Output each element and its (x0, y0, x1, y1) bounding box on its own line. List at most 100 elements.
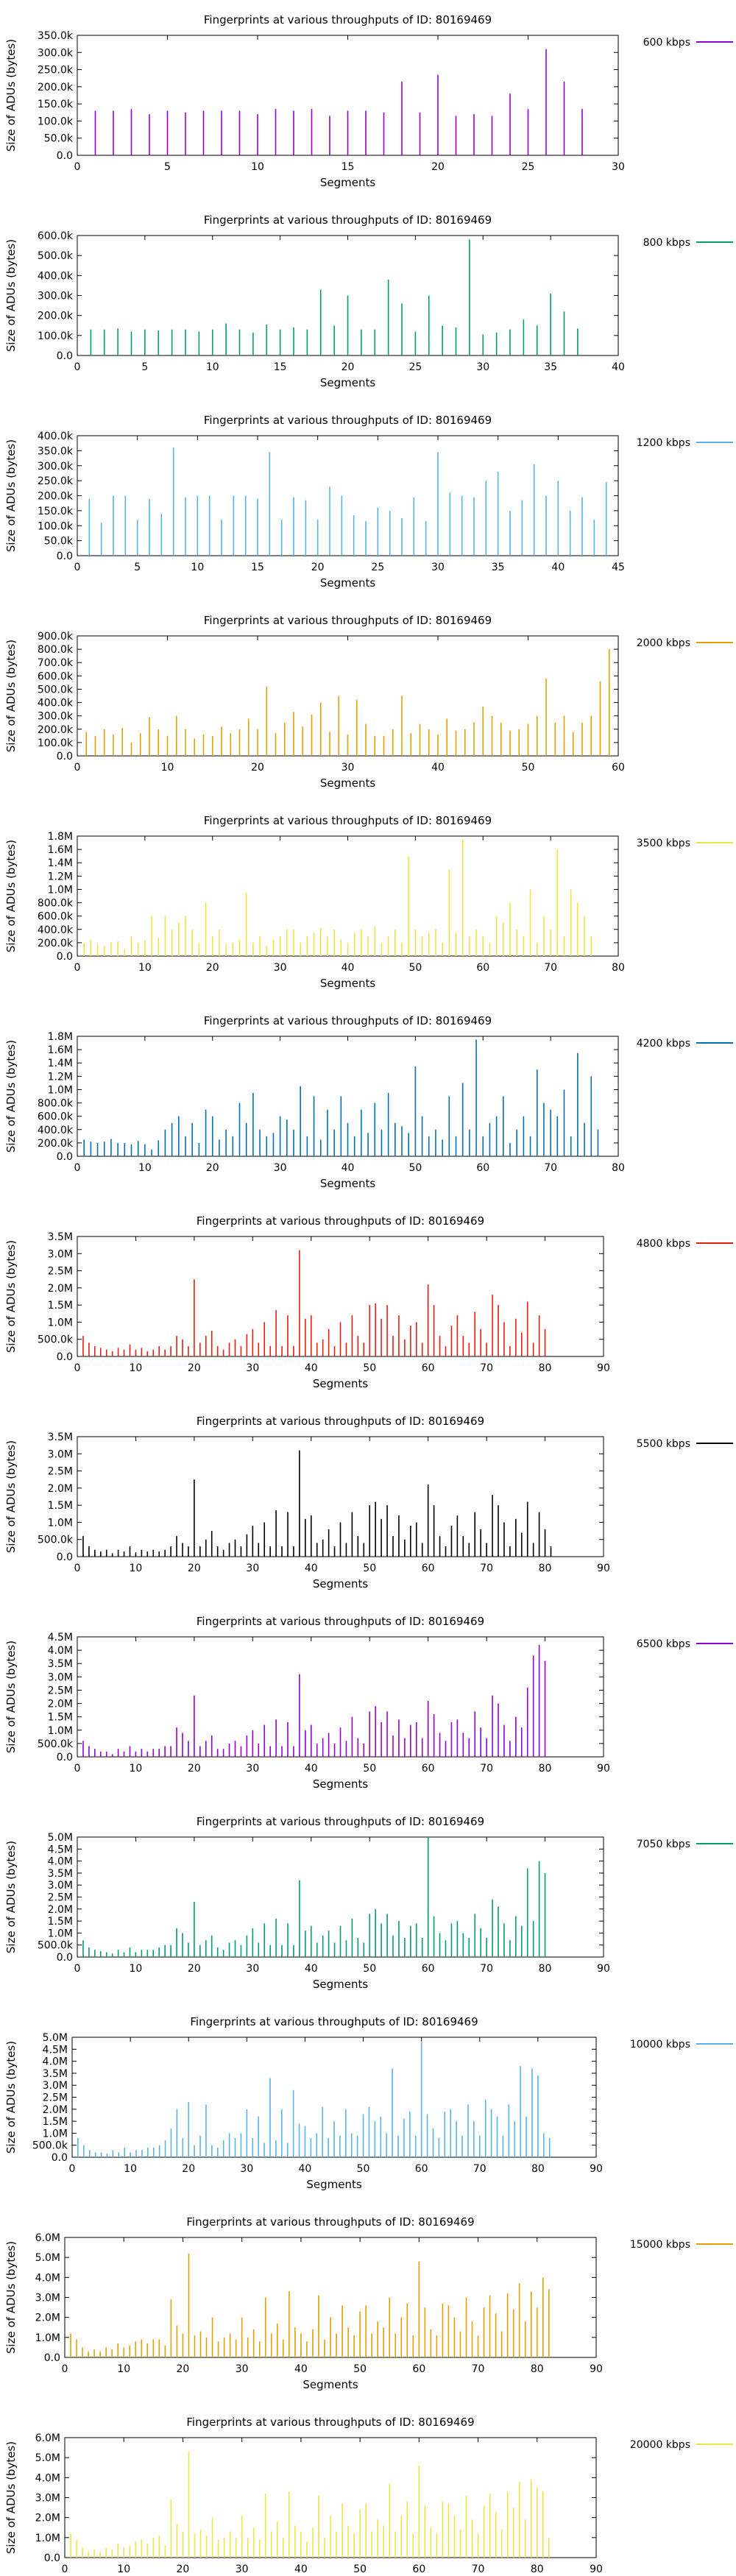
y-tick-label: 0.0 (57, 150, 73, 162)
x-tick-label: 0 (69, 2163, 76, 2175)
x-tick-label: 15 (251, 562, 264, 573)
y-tick-label: 900.0k (38, 631, 74, 643)
y-axis-label: Size of ADUs (bytes) (4, 2041, 18, 2154)
x-tick-label: 20 (206, 1162, 219, 1174)
y-tick-label: 4.0M (43, 2056, 68, 2068)
y-tick-label: 100.0k (38, 330, 74, 342)
y-tick-label: 3.0M (48, 1880, 73, 1892)
x-axis-label: Segments (320, 776, 376, 790)
y-tick-label: 200.0k (38, 1138, 74, 1150)
x-tick-label: 25 (522, 161, 535, 173)
y-tick-label: 4.5M (48, 1632, 73, 1643)
y-tick-label: 1.0M (48, 1517, 73, 1529)
y-tick-label: 1.4M (48, 1058, 73, 1069)
y-tick-label: 500.0k (38, 1738, 74, 1750)
y-tick-label: 250.0k (38, 475, 74, 487)
x-tick-label: 10 (130, 1563, 143, 1574)
x-tick-label: 80 (539, 1362, 552, 1374)
y-tick-label: 2.0M (35, 2513, 60, 2524)
y-axis-label: Size of ADUs (bytes) (4, 239, 18, 352)
x-axis-label: Segments (320, 576, 376, 590)
y-tick-label: 800.0k (38, 644, 74, 656)
y-tick-label: 1.5M (48, 1500, 73, 1512)
x-tick-label: 40 (299, 2163, 312, 2175)
legend-label: 4200 kbps (637, 1038, 690, 1050)
x-tick-label: 40 (294, 2363, 308, 2375)
x-tick-label: 15 (342, 161, 355, 173)
y-tick-label: 1.0M (48, 1084, 73, 1096)
x-tick-label: 15 (274, 361, 287, 373)
y-tick-label: 1.4M (48, 857, 73, 869)
chart-panel-4: Fingerprints at various throughputs of I… (4, 614, 733, 790)
chart-title: Fingerprints at various throughputs of I… (204, 13, 492, 26)
chart-title: Fingerprints at various throughputs of I… (204, 614, 492, 627)
y-tick-label: 0.0 (57, 350, 73, 362)
y-tick-label: 0.0 (57, 1151, 73, 1163)
x-tick-label: 10 (251, 161, 264, 173)
y-tick-label: 1.0M (43, 2128, 68, 2140)
x-tick-label: 5 (134, 562, 141, 573)
y-tick-label: 0.0 (57, 951, 73, 963)
x-tick-label: 90 (597, 1362, 610, 1374)
y-tick-label: 2.5M (48, 1685, 73, 1696)
x-tick-label: 20 (251, 762, 264, 774)
x-tick-label: 40 (342, 1162, 355, 1174)
x-tick-label: 60 (422, 1563, 435, 1574)
x-axis-label: Segments (313, 1577, 369, 1590)
y-tick-label: 100.0k (38, 520, 74, 532)
legend-label: 4800 kbps (637, 1238, 690, 1250)
legend-label: 1200 kbps (637, 437, 690, 449)
x-tick-label: 80 (531, 2563, 544, 2575)
chart-title: Fingerprints at various throughputs of I… (190, 2015, 478, 2028)
x-tick-label: 90 (597, 1563, 610, 1574)
x-axis-label: Segments (306, 2178, 362, 2191)
x-tick-label: 20 (311, 562, 325, 573)
y-tick-label: 1.5M (48, 1916, 73, 1928)
x-tick-label: 0 (74, 562, 81, 573)
x-tick-label: 10 (117, 2363, 130, 2375)
x-tick-label: 0 (74, 361, 81, 373)
y-axis-label: Size of ADUs (bytes) (4, 840, 18, 952)
y-tick-label: 300.0k (38, 461, 74, 473)
y-tick-label: 1.8M (48, 1031, 73, 1043)
x-tick-label: 80 (539, 1563, 552, 1574)
x-tick-label: 20 (342, 361, 355, 373)
x-tick-label: 80 (531, 2163, 545, 2175)
x-tick-label: 5 (164, 161, 171, 173)
y-tick-label: 3.0M (35, 2293, 60, 2304)
y-tick-label: 6.0M (35, 2232, 60, 2244)
x-tick-label: 60 (612, 762, 625, 774)
chart-title: Fingerprints at various throughputs of I… (204, 213, 492, 227)
x-tick-label: 45 (612, 562, 625, 573)
y-tick-label: 500.0k (38, 1940, 74, 1952)
chart-panel-5: Fingerprints at various throughputs of I… (4, 814, 733, 990)
x-tick-label: 10 (138, 1162, 152, 1174)
x-tick-label: 40 (431, 762, 445, 774)
x-tick-label: 0 (74, 1963, 81, 1975)
y-tick-label: 2.5M (48, 1892, 73, 1904)
y-tick-label: 1.6M (48, 1044, 73, 1056)
x-tick-label: 30 (236, 2563, 249, 2575)
x-axis-label: Segments (313, 1377, 369, 1390)
x-tick-label: 40 (551, 562, 565, 573)
y-tick-label: 2.5M (43, 2092, 68, 2104)
x-tick-label: 0 (74, 962, 81, 974)
x-tick-label: 10 (191, 562, 204, 573)
y-tick-label: 400.0k (38, 270, 74, 282)
x-tick-label: 30 (274, 962, 287, 974)
x-tick-label: 50 (522, 762, 535, 774)
y-tick-label: 5.0M (35, 2252, 60, 2264)
x-tick-label: 40 (305, 1362, 318, 1374)
x-tick-label: 80 (612, 962, 625, 974)
chart-title: Fingerprints at various throughputs of I… (204, 814, 492, 827)
x-tick-label: 20 (188, 1362, 201, 1374)
x-tick-label: 50 (357, 2163, 370, 2175)
y-tick-label: 2.5M (48, 1466, 73, 1478)
y-tick-label: 500.0k (38, 1535, 74, 1546)
y-axis-label: Size of ADUs (bytes) (4, 39, 18, 152)
x-tick-label: 60 (412, 2563, 425, 2575)
chart-panel-7: Fingerprints at various throughputs of I… (4, 1214, 733, 1390)
y-tick-label: 300.0k (38, 291, 74, 302)
x-axis-label: Segments (302, 2378, 358, 2391)
